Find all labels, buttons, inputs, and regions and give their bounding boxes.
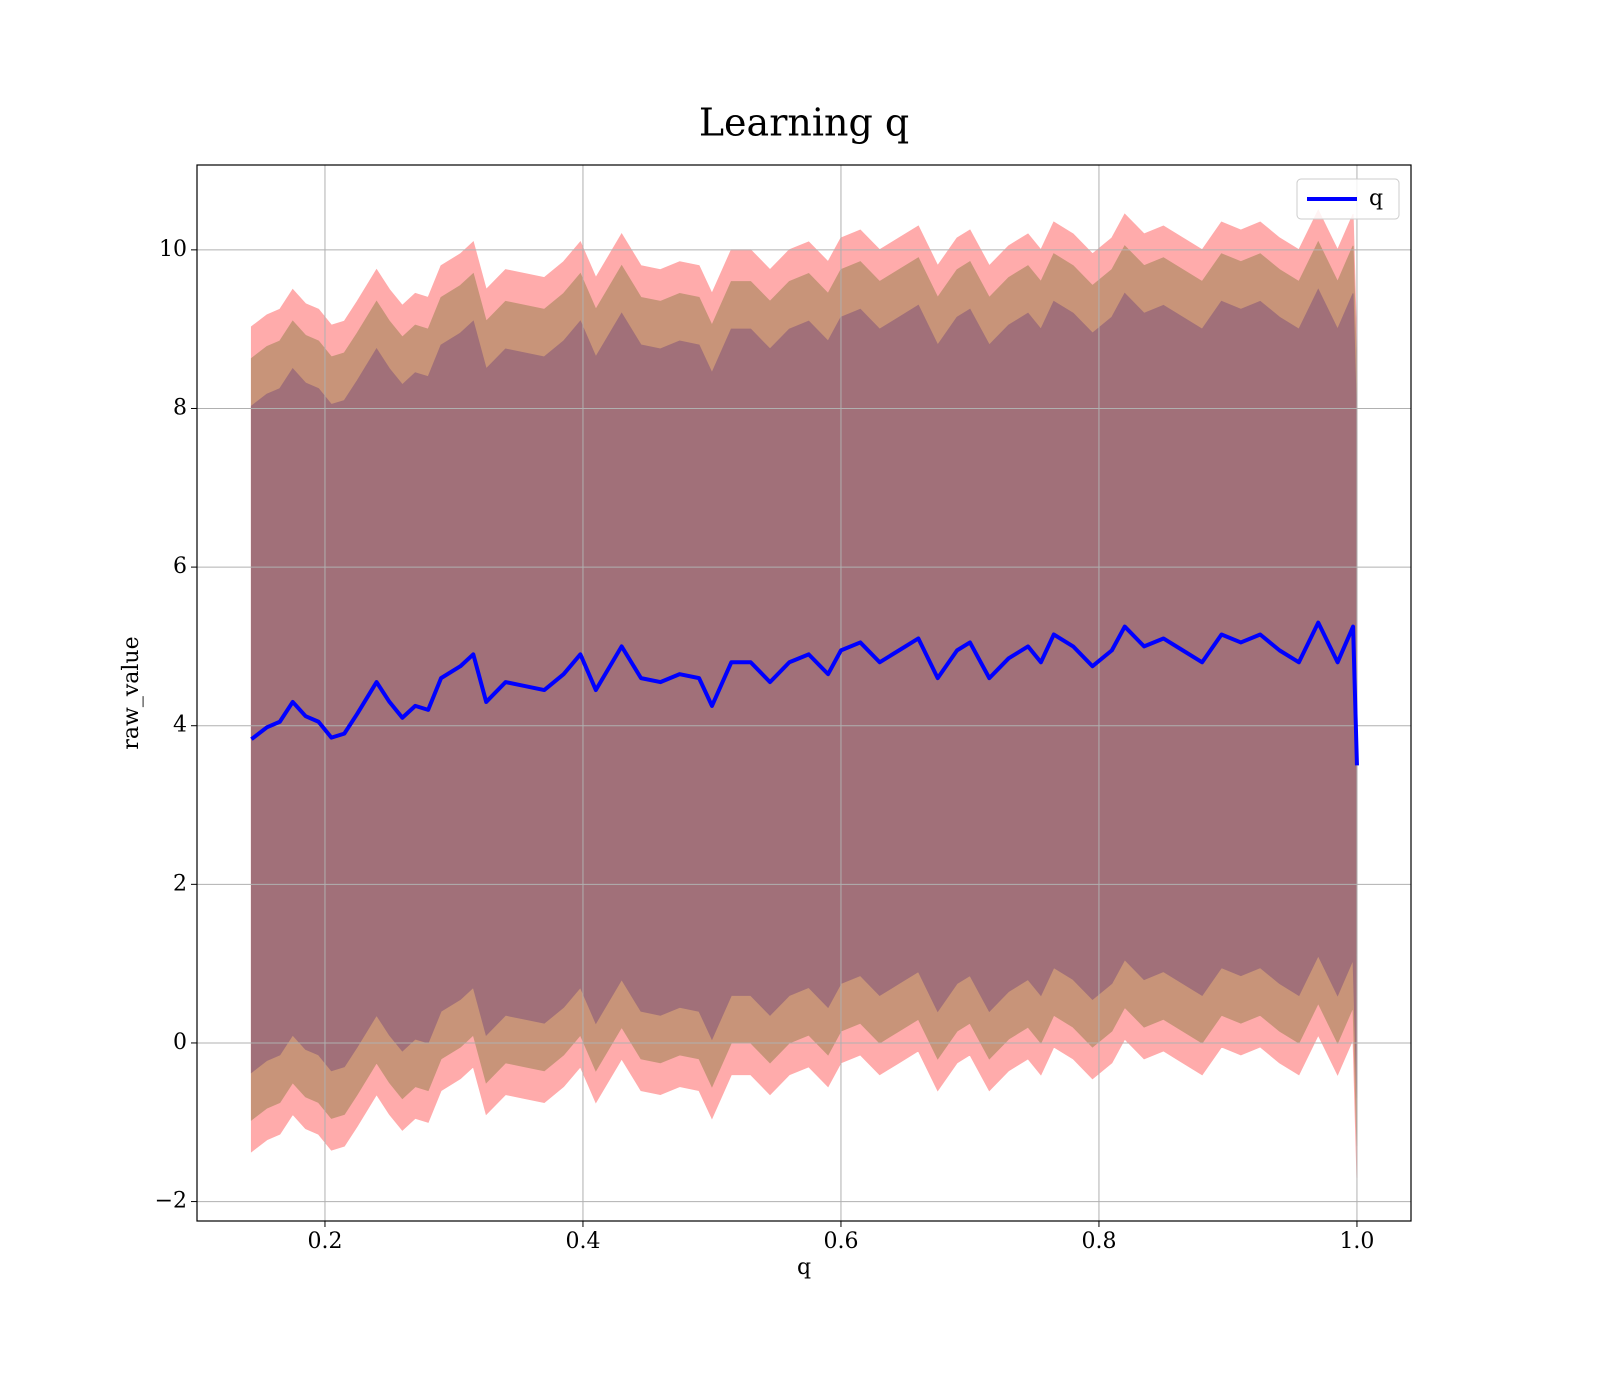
line xyxy=(250,620,1359,766)
x-tick-label: 1.0 xyxy=(1339,1229,1374,1254)
y-tick-label: 4 xyxy=(173,713,187,738)
y-tick-label: 10 xyxy=(159,237,187,262)
y-tick-label: 6 xyxy=(173,554,187,579)
y-tick-label: 0 xyxy=(173,1030,187,1055)
axes-frame xyxy=(196,164,1412,1222)
band-area xyxy=(250,288,1358,1099)
legend-label: q xyxy=(1369,186,1383,211)
x-tick-label: 0.6 xyxy=(823,1229,858,1254)
x-axis-label: q xyxy=(797,1255,811,1280)
x-tick-label: 0.4 xyxy=(565,1229,600,1254)
chart-title: Learning q xyxy=(699,101,909,145)
y-tick-label: −2 xyxy=(155,1189,187,1214)
y-axis-label: raw_value xyxy=(119,636,144,749)
x-tick-label: 0.8 xyxy=(1081,1229,1116,1254)
y-tick-label: 8 xyxy=(173,395,187,420)
y-tick-label: 2 xyxy=(173,871,187,896)
x-tick-label: 0.2 xyxy=(307,1229,342,1254)
